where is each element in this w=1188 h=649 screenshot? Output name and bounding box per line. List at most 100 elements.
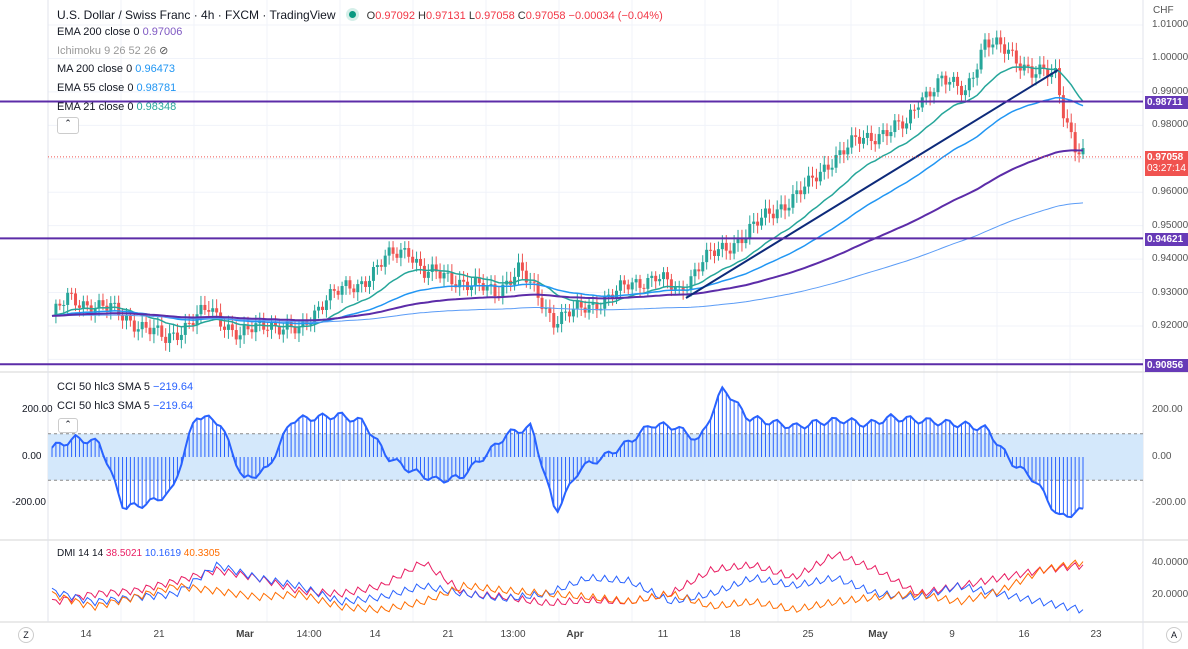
candle-body	[662, 272, 666, 280]
candle-body	[1057, 68, 1061, 96]
candle-body	[226, 324, 230, 330]
time-tick: Apr	[566, 629, 584, 640]
candle-body	[909, 109, 913, 124]
candle-body	[254, 323, 258, 333]
hidden-eye-icon[interactable]: ⊘	[159, 45, 169, 57]
adx-line	[51, 559, 1084, 614]
candle-body	[713, 250, 717, 256]
time-tick: 21	[153, 629, 165, 640]
indicator-value: 0.97006	[142, 26, 183, 38]
candle-body	[560, 311, 564, 325]
auto-scale-button[interactable]: A	[1166, 627, 1182, 643]
candle-body	[975, 69, 979, 78]
candle-body	[940, 75, 944, 79]
candle-body	[403, 248, 407, 250]
indicator-label: CCI 50 hlc3 SMA 5	[57, 400, 150, 412]
time-tick: 21	[442, 629, 454, 640]
candle-body	[877, 134, 881, 145]
legend-ichimoku[interactable]: Ichimoku 9 26 52 26 ⊘	[57, 44, 168, 57]
legend-ema200[interactable]: EMA 200 close 0 0.97006	[57, 26, 182, 38]
dmi-legend[interactable]: DMI 14 14 38.5021 10.1619 40.3305	[57, 548, 220, 559]
candle-body	[124, 315, 128, 321]
time-tick: 9	[949, 629, 955, 640]
candle-body	[187, 322, 191, 324]
candle-body	[748, 223, 752, 238]
candle-body	[881, 130, 885, 135]
candle-body	[340, 286, 344, 295]
price-tick: 1.01000	[1152, 19, 1188, 30]
candle-body	[579, 300, 583, 308]
candle-body	[156, 325, 160, 328]
candle-body	[1073, 132, 1077, 153]
candle-body	[999, 37, 1003, 45]
legend-ema55[interactable]: EMA 55 close 0 0.98781	[57, 82, 176, 94]
candle-body	[391, 247, 395, 254]
low-label: L	[468, 10, 475, 22]
candle-body	[622, 280, 626, 285]
candle-body	[814, 177, 818, 182]
bar-countdown: 03:27:14	[1147, 163, 1186, 174]
timezone-button[interactable]: Z	[18, 627, 34, 643]
candle-body	[626, 284, 630, 290]
candle-body	[70, 292, 74, 294]
candle-body	[117, 302, 121, 316]
candle-body	[916, 107, 920, 110]
candle-body	[328, 289, 332, 301]
cci-legend-1[interactable]: CCI 50 hlc3 SMA 5 −219.64	[57, 381, 193, 393]
cci-legend-2[interactable]: CCI 50 hlc3 SMA 5 −219.64	[57, 400, 193, 412]
candle-body	[779, 204, 783, 210]
candle-body	[697, 269, 701, 272]
cci-tick: 0.00	[1152, 451, 1172, 462]
collapse-legend-button[interactable]: ⌃	[57, 117, 79, 134]
legend-ema21[interactable]: EMA 21 close 0 0.98348	[57, 101, 176, 113]
candle-body	[991, 44, 995, 48]
adx-value: 40.3305	[183, 548, 220, 559]
currency-label: CHF	[1153, 5, 1174, 16]
candle-body	[587, 304, 591, 313]
high-label: H	[418, 10, 426, 22]
candle-body	[246, 325, 250, 330]
current-price-tag: 0.97058 03:27:14	[1145, 151, 1188, 176]
candle-body	[215, 308, 219, 313]
candle-body	[830, 167, 834, 170]
candle-body	[136, 329, 140, 332]
candle-body	[948, 81, 952, 85]
candle-body	[520, 262, 524, 271]
candle-body	[787, 207, 791, 211]
candle-body	[524, 270, 528, 283]
candle-body	[93, 308, 97, 314]
candle-body	[1046, 68, 1050, 78]
candle-body	[1042, 64, 1046, 69]
candle-body	[826, 164, 830, 170]
candle-body	[121, 315, 125, 321]
cci-line	[51, 385, 1084, 519]
candle-body	[732, 243, 736, 254]
close-label: C	[517, 10, 526, 22]
candle-body	[266, 329, 270, 331]
candle-body	[356, 284, 360, 293]
candle-body	[364, 281, 368, 287]
candle-body	[873, 141, 877, 145]
candle-body	[924, 91, 928, 98]
candle-body	[473, 277, 477, 286]
candle-body	[760, 217, 764, 226]
candle-body	[481, 283, 485, 291]
change-value: −0.00034 (−0.04%)	[568, 10, 663, 22]
legend-ma200[interactable]: MA 200 close 0 0.96473	[57, 63, 175, 75]
collapse-cci-button[interactable]: ⌃	[58, 418, 78, 433]
dmi-plus-line	[51, 551, 1084, 607]
price-tick: 0.95000	[1152, 219, 1188, 231]
ema21-line	[51, 66, 1084, 328]
candle-body	[803, 186, 807, 195]
indicator-value: 0.98348	[136, 101, 177, 113]
candle-body	[979, 49, 983, 70]
candle-body	[889, 132, 893, 137]
candle-body	[865, 132, 869, 138]
candle-body	[1007, 49, 1011, 54]
price-tick: 0.94000	[1152, 253, 1188, 265]
candle-body	[995, 37, 999, 45]
candle-body	[669, 279, 673, 290]
candle-body	[152, 327, 156, 335]
candle-body	[983, 39, 987, 50]
